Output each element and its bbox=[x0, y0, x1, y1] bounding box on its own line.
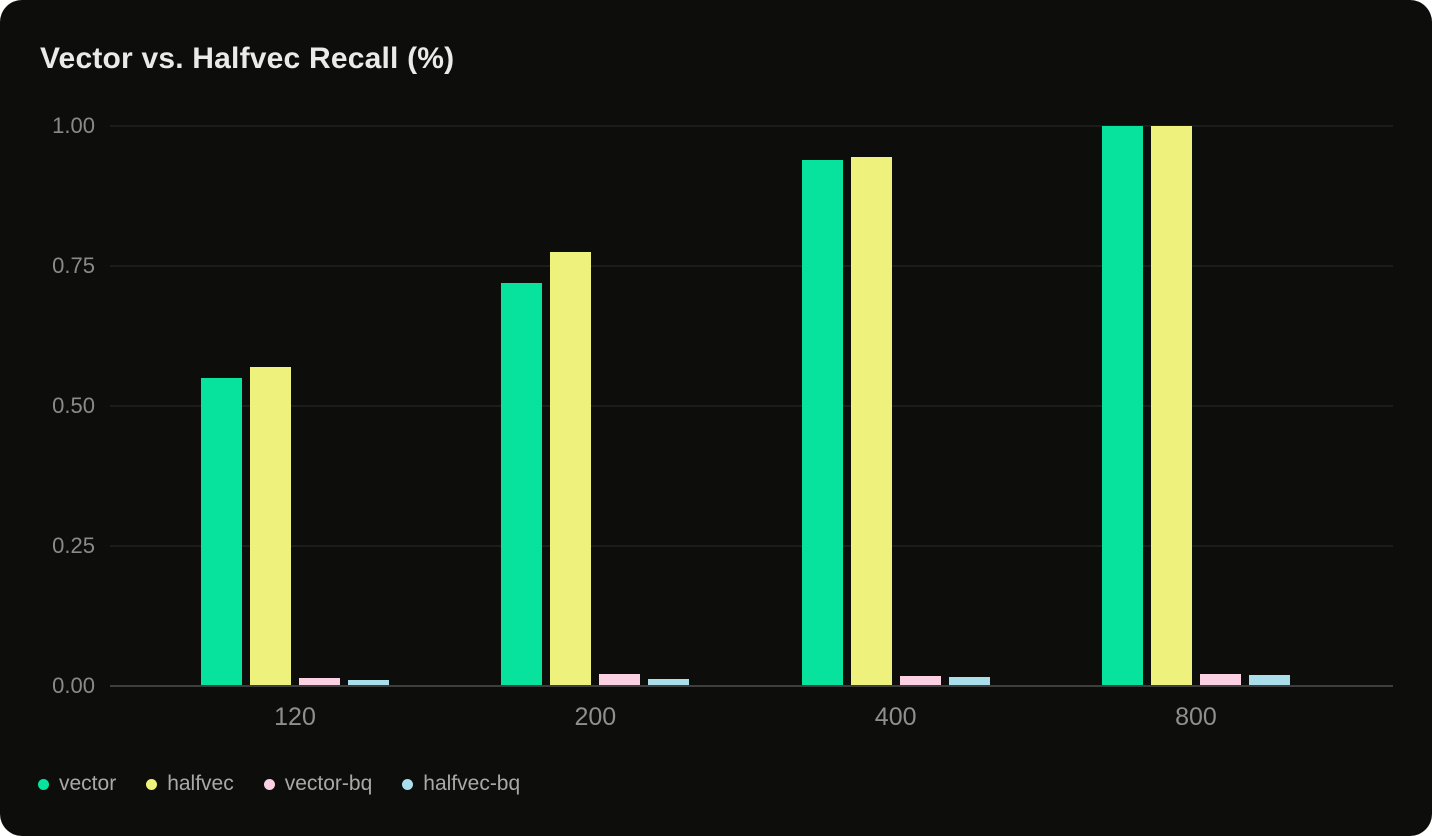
legend-label: vector bbox=[59, 772, 117, 795]
legend-item-vector[interactable]: vector bbox=[38, 772, 116, 796]
bar-halfvec-bq-200 bbox=[648, 678, 690, 686]
gridline bbox=[110, 545, 1393, 547]
x-axis-line bbox=[110, 685, 1393, 687]
bar-group-800: 800 bbox=[1101, 126, 1290, 731]
bar-group-200: 200 bbox=[501, 126, 690, 731]
chart-title: Vector vs. Halfvec Recall (%) bbox=[40, 42, 455, 75]
bar-vector-800 bbox=[1101, 126, 1143, 686]
bar-halfvec-400 bbox=[850, 156, 892, 686]
bar-vector-400 bbox=[801, 159, 843, 686]
gridline bbox=[110, 125, 1393, 127]
legend-label: halfvec bbox=[167, 772, 234, 795]
legend-item-vector-bq[interactable]: vector-bq bbox=[263, 772, 373, 796]
bar-vector-200 bbox=[501, 282, 543, 686]
plot-area: 1.00 0.75 0.50 0.25 0.00 120 200 400 800 bbox=[52, 114, 1393, 731]
legend-dot-icon bbox=[38, 778, 49, 790]
legend-dot-icon bbox=[146, 778, 158, 790]
legend-dot-icon bbox=[263, 778, 275, 790]
bar-groups: 120 200 400 800 bbox=[110, 126, 1393, 731]
bar-vector-bq-800 bbox=[1199, 674, 1241, 686]
gridline bbox=[110, 405, 1393, 407]
x-axis-tick-label: 400 bbox=[874, 703, 917, 731]
y-axis-tick-label: 1.00 bbox=[52, 113, 95, 138]
bar-halfvec-120 bbox=[250, 366, 291, 686]
bar-halfvec-800 bbox=[1150, 126, 1192, 686]
legend: vector halfvec vector-bq halfvec-bq bbox=[38, 771, 520, 797]
y-axis-tick-label: 0.25 bbox=[52, 533, 95, 558]
bar-halfvec-bq-800 bbox=[1248, 674, 1290, 686]
bar-vector-bq-400 bbox=[899, 675, 941, 686]
bar-halfvec-200 bbox=[550, 252, 592, 686]
bar-group-120: 120 bbox=[201, 126, 389, 731]
legend-label: vector-bq bbox=[284, 772, 373, 795]
y-axis-tick-label: 0.00 bbox=[52, 673, 95, 698]
legend-item-halfvec[interactable]: halfvec bbox=[146, 772, 234, 796]
y-axis-tick-label: 0.75 bbox=[52, 253, 95, 278]
x-axis-tick-label: 200 bbox=[574, 703, 617, 731]
x-axis-tick-label: 800 bbox=[1175, 703, 1217, 731]
legend-dot-icon bbox=[402, 778, 414, 790]
bar-vector-bq-200 bbox=[599, 674, 641, 686]
bar-halfvec-bq-400 bbox=[948, 677, 990, 686]
bar-group-400: 400 bbox=[801, 126, 990, 731]
legend-item-halfvec-bq[interactable]: halfvec-bq bbox=[402, 772, 520, 796]
y-axis-tick-label: 0.50 bbox=[52, 393, 95, 418]
legend-label: halfvec-bq bbox=[423, 772, 521, 795]
gridline bbox=[110, 265, 1393, 267]
x-axis-tick-label: 120 bbox=[274, 703, 316, 731]
bar-vector-bq-120 bbox=[299, 678, 340, 686]
bar-halfvec-bq-120 bbox=[348, 679, 389, 686]
bar-vector-120 bbox=[201, 378, 242, 686]
